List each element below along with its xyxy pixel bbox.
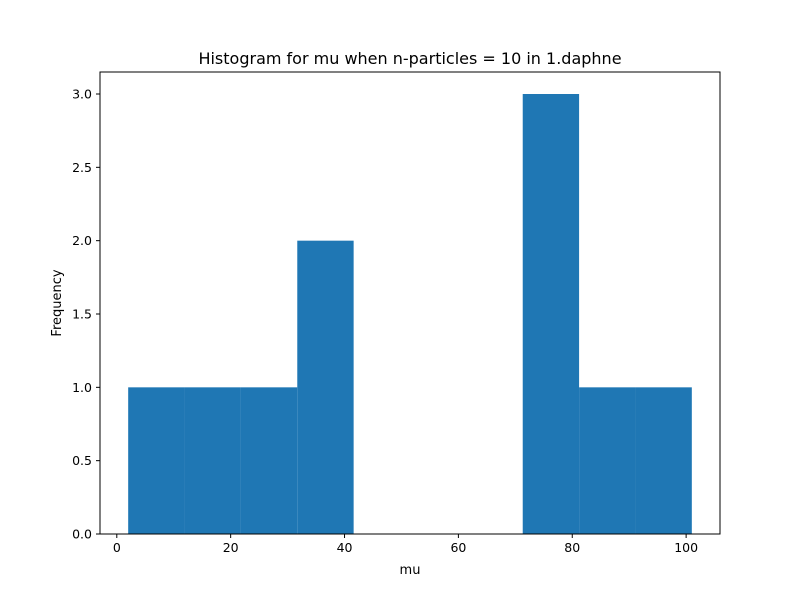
y-axis-ticks: 0.0 0.5 1.0 1.5 2.0 2.5 3.0 (72, 87, 100, 542)
x-tick-label: 40 (337, 540, 353, 555)
histogram-bar-2 (240, 387, 298, 534)
y-tick-label: 2.5 (72, 160, 92, 175)
x-axis-ticks: 0 20 40 60 80 100 (113, 534, 698, 555)
y-axis-label: Frequency (50, 269, 65, 336)
x-tick-label: 60 (450, 540, 466, 555)
histogram-bar-3 (297, 240, 354, 534)
x-axis-label: mu (400, 563, 421, 578)
plot-area-frame (99, 71, 721, 535)
x-tick-label: 20 (223, 540, 239, 555)
x-tick-label: 0 (113, 540, 121, 555)
x-tick-label: 80 (564, 540, 580, 555)
y-tick-label: 0.5 (72, 453, 92, 468)
histogram-bar-7 (522, 94, 580, 534)
bars-group (128, 94, 692, 534)
y-tick-label: 0.0 (72, 527, 92, 542)
y-tick-label: 2.0 (72, 233, 92, 248)
x-tick-label: 100 (674, 540, 698, 555)
y-tick-label: 1.5 (72, 307, 92, 322)
histogram-bar-8 (579, 387, 636, 534)
chart-title: Histogram for mu when n-particles = 10 i… (198, 49, 621, 68)
y-tick-label: 1.0 (72, 380, 92, 395)
y-tick-label: 3.0 (72, 87, 92, 102)
histogram-bar-1 (184, 387, 241, 534)
histogram-bar-9 (635, 387, 692, 534)
histogram-bar-0 (128, 387, 185, 534)
